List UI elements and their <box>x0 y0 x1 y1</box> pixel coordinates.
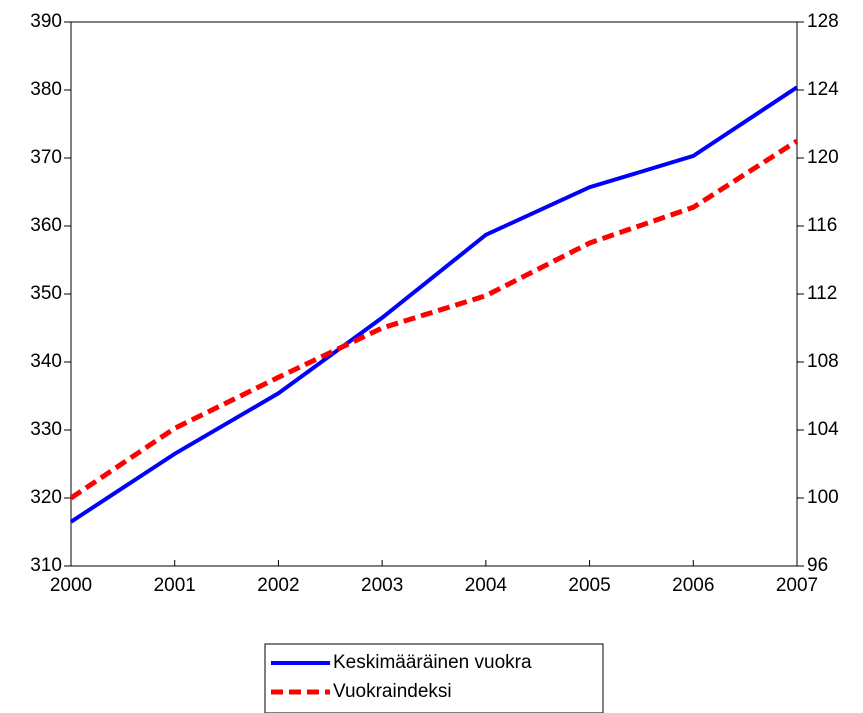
x-tick-label: 2001 <box>154 575 196 596</box>
y2-tick-label: 120 <box>807 147 839 168</box>
x-tick-label: 2007 <box>776 575 818 596</box>
legend-label: Vuokraindeksi <box>333 681 452 702</box>
y2-tick-label: 116 <box>807 215 837 236</box>
y-tick-label: 330 <box>30 419 62 440</box>
plot-frame <box>70 21 798 567</box>
y2-tick-label: 124 <box>807 79 839 100</box>
y-tick-label: 350 <box>30 283 62 304</box>
x-tick-label: 2003 <box>361 575 403 596</box>
y-tick-label: 320 <box>30 487 62 508</box>
y2-tick-label: 128 <box>807 11 839 32</box>
y2-tick-label: 112 <box>807 283 837 304</box>
y2-tick-label: 104 <box>807 419 839 440</box>
x-tick-label: 2000 <box>50 575 92 596</box>
x-tick-label: 2002 <box>257 575 299 596</box>
x-tick-label: 2005 <box>568 575 610 596</box>
series-line <box>69 85 799 524</box>
y2-tick-label: 96 <box>807 555 828 576</box>
y-tick-label: 340 <box>30 351 62 372</box>
y-tick-label: 360 <box>30 215 62 236</box>
x-tick-label: 2006 <box>672 575 714 596</box>
legend-label: Keskimääräinen vuokra <box>333 652 532 673</box>
y-tick-label: 390 <box>30 11 62 32</box>
y-tick-label: 370 <box>30 147 62 168</box>
y2-tick-label: 108 <box>807 351 839 372</box>
y-tick-label: 380 <box>30 79 62 100</box>
x-tick-label: 2004 <box>465 575 508 596</box>
y-tick-label: 310 <box>30 555 62 576</box>
y2-tick-label: 100 <box>807 487 839 508</box>
legend-box <box>264 643 604 713</box>
series-line <box>69 138 799 501</box>
